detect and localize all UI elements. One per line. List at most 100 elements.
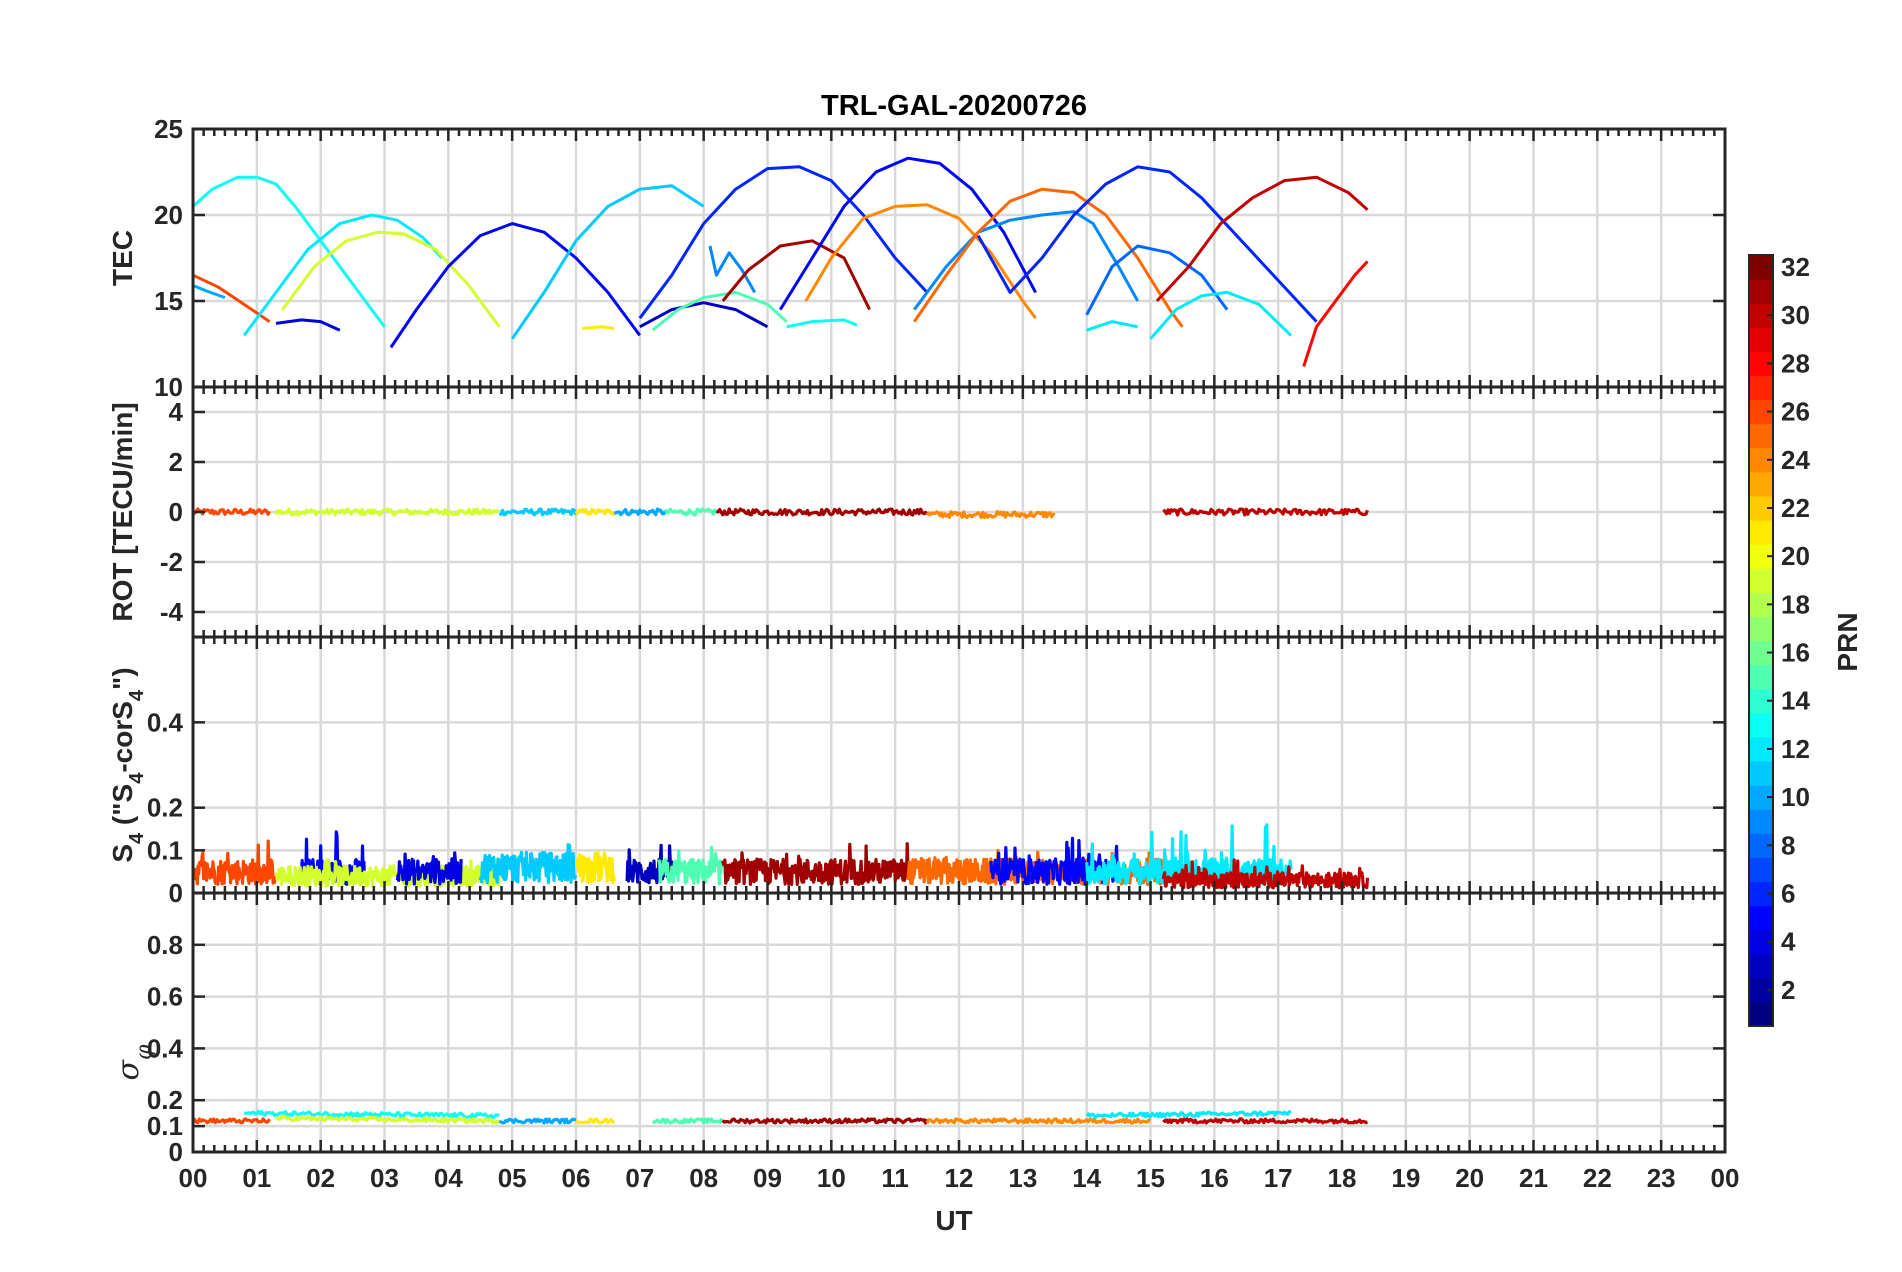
x-tick-label: 21	[1519, 1163, 1548, 1193]
colorbar-band	[1749, 568, 1773, 593]
sigma_phi-panel: 00.10.2 0.4 0.6 0.8 σφ	[111, 891, 1727, 1167]
colorbar-frame	[1748, 254, 1774, 1027]
rot-trace-prn-21	[574, 507, 615, 517]
tec-trace-prn-15	[651, 290, 788, 332]
tec-trace-prn-13	[191, 175, 386, 328]
sigma_phi-trace-prn-10	[498, 1117, 577, 1125]
sigma_phi-y-axis-label: σφ	[111, 1044, 157, 1080]
s4-grid	[193, 637, 1725, 893]
x-tick-label: 20	[1455, 1163, 1484, 1193]
tec-trace-prn-4	[275, 318, 341, 332]
tec-y-tick-label: 25	[154, 114, 183, 144]
sigma_phi-trace-prn-26	[191, 1117, 271, 1125]
sigma_phi-y-tick-label: 0.2	[147, 1085, 183, 1115]
tec-trace-prn-6	[976, 165, 1318, 323]
tec-y-tick-label: 15	[154, 286, 183, 316]
colorbar-band	[1749, 375, 1773, 401]
rot-trace-prn-24	[925, 510, 1056, 520]
rot-trace-prn-30	[1162, 507, 1369, 517]
sigma_phi-grid	[193, 893, 1725, 1152]
s4-series	[191, 823, 1370, 890]
tec-trace-prn-24	[804, 203, 1037, 320]
colorbar-band	[1749, 327, 1773, 352]
tec-trace-prn-31	[721, 239, 871, 311]
sigma_phi-trace-prn-13	[244, 1109, 500, 1120]
rot-trace-prn-11	[498, 507, 578, 517]
s4-trace-prn-21	[575, 851, 616, 885]
colorbar-band	[1749, 279, 1773, 304]
x-tick-label: 00	[179, 1163, 208, 1193]
sigma_phi-y-tick-label: 0.4	[147, 1033, 184, 1063]
colorbar-band	[1749, 712, 1773, 738]
rot-y-axis-label: ROT [TECU/min]	[107, 402, 138, 621]
colorbar-tick-label: 16	[1781, 638, 1810, 668]
tec-trace-prn-12	[1149, 290, 1292, 340]
s4-trace-prn-30	[1161, 858, 1370, 890]
colorbar-tick-label: 2	[1781, 975, 1795, 1005]
s4-trace-prn-11	[478, 843, 578, 885]
x-axis-label: UT	[935, 1205, 972, 1236]
colorbar-tick-label: 6	[1781, 878, 1795, 908]
tec-trace-prn-21	[582, 325, 615, 330]
x-tick-label: 05	[498, 1163, 527, 1193]
s4-trace-prn-4	[395, 851, 463, 886]
tec-trace-prn-13	[786, 318, 858, 329]
tec-trace-prn-9	[708, 245, 757, 294]
x-tick-label: 15	[1136, 1163, 1165, 1193]
tec-trace-prn-8	[1085, 244, 1229, 316]
x-tick-label: 14	[1072, 1163, 1101, 1193]
colorbar-tick-label: 20	[1781, 541, 1810, 571]
rot-trace-prn-26	[191, 507, 271, 516]
colorbar-tick-label: 18	[1781, 589, 1810, 619]
s4-trace-prn-31	[721, 842, 910, 886]
colorbar-band	[1749, 857, 1773, 883]
tec-trace-prn-25	[913, 187, 1184, 328]
x-tick-label: 07	[625, 1163, 654, 1193]
sigma_phi-trace-prn-31	[721, 1117, 929, 1125]
x-tick-label: 00	[1711, 1163, 1740, 1193]
x-tick-label: 02	[306, 1163, 335, 1193]
s4-trace-prn-26	[191, 839, 278, 886]
s4-panel: 0 0.1 0.2 0.4S4 ("S4-corS4")	[107, 635, 1727, 908]
s4-y-tick-label: 0.2	[147, 793, 183, 823]
x-tick-label: 17	[1264, 1163, 1293, 1193]
tec-trace-prn-10	[192, 284, 226, 300]
tec-trace-prn-12	[242, 213, 444, 337]
colorbar-tick-label: 32	[1781, 252, 1810, 282]
colorbar-band	[1749, 423, 1773, 449]
sigma_phi-y-tick-label: 0.6	[147, 982, 183, 1012]
sigma_phi-y-tick-labels: 00.10.2 0.4 0.6 0.8	[147, 930, 184, 1167]
colorbar-tick-label: 14	[1781, 686, 1810, 716]
colorbar-tick-label: 8	[1781, 830, 1795, 860]
sigma_phi-trace-prn-30	[1162, 1117, 1369, 1125]
sigma_phi-y-tick-label: 0.8	[147, 930, 183, 960]
tec-trace-prn-9	[913, 210, 1140, 311]
colorbar-band	[1749, 664, 1773, 690]
colorbar-band	[1749, 809, 1773, 834]
x-tick-label: 22	[1583, 1163, 1612, 1193]
rot-trace-prn-19	[274, 507, 500, 517]
colorbar-band	[1749, 953, 1773, 979]
tec-trace-prn-5	[389, 222, 642, 349]
rot-trace-prn-10	[613, 507, 667, 517]
x-tick-labels: 00 01 02 03 04 05 06 07 08 09 10 11 12 13 14 15 16 17 18 19…	[179, 1163, 1740, 1193]
colorbar-band	[1749, 1001, 1773, 1027]
tec-trace-prn-19	[281, 230, 501, 328]
s4-trace-prn-15	[657, 845, 724, 886]
rot-panel: -4 -2 0 2 4 ROT [TECU/min]	[107, 385, 1727, 639]
colorbar-band	[1749, 905, 1773, 931]
colorbar-tick-label: 26	[1781, 397, 1810, 427]
tec-trace-prn-11	[510, 184, 705, 340]
colorbar-tick-label: 4	[1781, 927, 1796, 957]
colorbar-tick-label: 28	[1781, 348, 1810, 378]
colorbar-tick-label: 10	[1781, 782, 1810, 812]
sigma_phi-y-tick-label: 0.1	[147, 1111, 183, 1141]
colorbar-label: PRN	[1832, 612, 1863, 671]
x-tick-label: 09	[753, 1163, 782, 1193]
x-tick-label: 18	[1328, 1163, 1357, 1193]
s4-y-tick-label: 0.4	[147, 707, 184, 737]
sigma_phi-trace-prn-21	[574, 1117, 616, 1125]
s4-y-tick-label: 0	[169, 878, 183, 908]
sigma_phi-y-tick-label: 0	[169, 1137, 183, 1167]
